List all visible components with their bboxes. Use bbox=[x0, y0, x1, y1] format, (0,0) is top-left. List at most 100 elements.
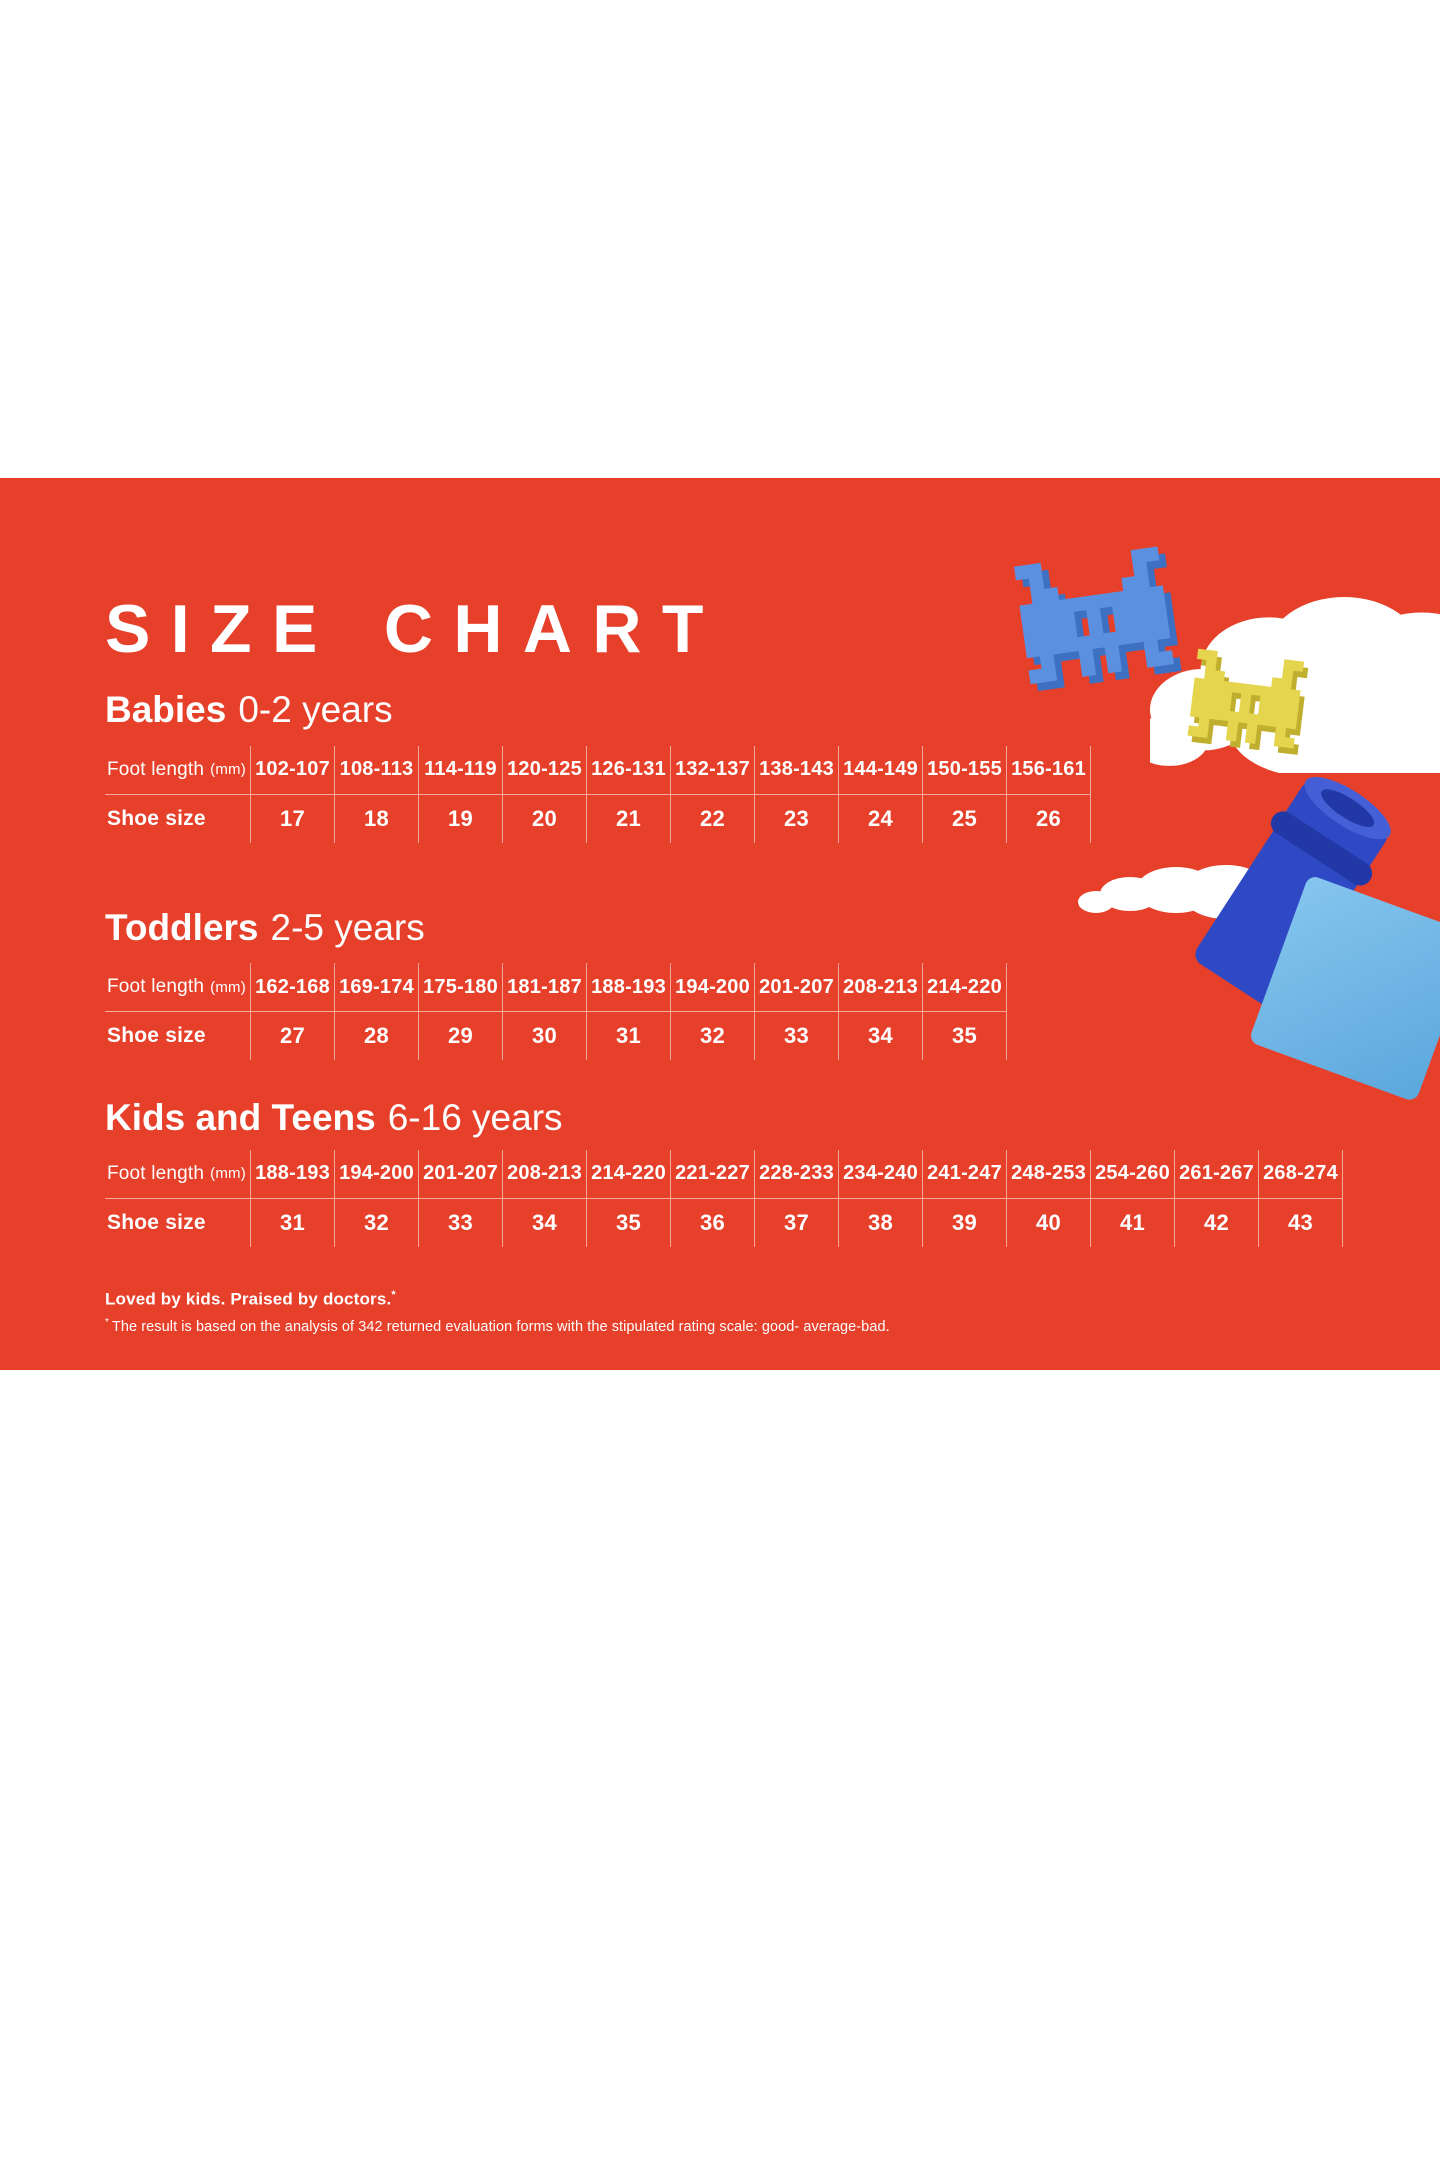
shoe-size-cell: 42 bbox=[1175, 1198, 1259, 1247]
foot-length-cell: 120-125 bbox=[503, 745, 587, 795]
section-kids-teens: Kids and Teens 6-16 years Foot length (mm)… bbox=[105, 1097, 1440, 1247]
size-table-toddlers: Foot length (mm) 162-168 169-174 175-180 181-… bbox=[105, 963, 1440, 1061]
section-age: 6-16 years bbox=[387, 1097, 563, 1139]
foot-length-cell: 214-220 bbox=[923, 963, 1007, 1013]
foot-length-cell: 175-180 bbox=[419, 963, 503, 1013]
footer-claim: Loved by kids. Praised by doctors.* bbox=[105, 1289, 1440, 1310]
shoe-size-cell: 30 bbox=[503, 1012, 587, 1061]
shoe-size-cell: 27 bbox=[251, 1012, 335, 1061]
shoe-size-cell: 20 bbox=[503, 794, 587, 843]
shoe-size-cell: 23 bbox=[755, 794, 839, 843]
shoe-size-cell: 33 bbox=[419, 1198, 503, 1247]
shoe-size-cell: 32 bbox=[671, 1012, 755, 1061]
section-name: Toddlers bbox=[105, 906, 259, 948]
foot-length-cell: 108-113 bbox=[335, 745, 419, 795]
shoe-size-cell: 29 bbox=[419, 1012, 503, 1061]
shoe-size-cell: 41 bbox=[1091, 1198, 1175, 1247]
shoe-size-cell: 34 bbox=[503, 1198, 587, 1247]
foot-length-cell: 194-200 bbox=[671, 963, 755, 1013]
shoe-size-cell: 37 bbox=[755, 1198, 839, 1247]
shoe-size-cell: 36 bbox=[671, 1198, 755, 1247]
shoe-size-cell: 33 bbox=[755, 1012, 839, 1061]
foot-length-label: Foot length (mm) bbox=[105, 1149, 251, 1199]
foot-length-cell: 214-220 bbox=[587, 1149, 671, 1199]
foot-length-cell: 254-260 bbox=[1091, 1149, 1175, 1199]
foot-length-cell: 144-149 bbox=[839, 745, 923, 795]
foot-length-cell: 261-267 bbox=[1175, 1149, 1259, 1199]
section-age: 0-2 years bbox=[238, 689, 393, 730]
foot-length-cell: 234-240 bbox=[839, 1149, 923, 1199]
foot-length-cell: 201-207 bbox=[419, 1149, 503, 1199]
footnote-marker: * bbox=[105, 1317, 109, 1329]
shoe-size-label: Shoe size bbox=[105, 1012, 251, 1061]
shoe-size-cell: 18 bbox=[335, 794, 419, 843]
foot-length-cell: 138-143 bbox=[755, 745, 839, 795]
shoe-size-cell: 26 bbox=[1007, 794, 1091, 843]
shoe-size-label: Shoe size bbox=[105, 794, 251, 843]
foot-length-cell: 114-119 bbox=[419, 745, 503, 795]
foot-length-cell: 102-107 bbox=[251, 745, 335, 795]
size-chart-banner: SIZE CHART Babies 0-2 years Foot length (m… bbox=[0, 478, 1440, 1370]
rocket-cube bbox=[1251, 877, 1440, 1100]
foot-length-cell: 201-207 bbox=[755, 963, 839, 1013]
shoe-size-cell: 17 bbox=[251, 794, 335, 843]
foot-length-label: Foot length (mm) bbox=[105, 745, 251, 795]
foot-length-cell: 132-137 bbox=[671, 745, 755, 795]
footnote: * The result is based on the analysis of … bbox=[105, 1317, 1440, 1335]
shoe-size-cell: 39 bbox=[923, 1198, 1007, 1247]
shoe-size-cell: 19 bbox=[419, 794, 503, 843]
shoe-size-cell: 35 bbox=[587, 1198, 671, 1247]
shoe-size-cell: 31 bbox=[251, 1198, 335, 1247]
foot-length-cell: 188-193 bbox=[587, 963, 671, 1013]
section-age: 2-5 years bbox=[270, 906, 425, 948]
footnote-text: The result is based on the analysis of 3… bbox=[111, 1319, 890, 1336]
foot-length-cell: 150-155 bbox=[923, 745, 1007, 795]
foot-length-unit: (mm) bbox=[210, 1165, 246, 1183]
foot-length-cell: 208-213 bbox=[839, 963, 923, 1013]
foot-length-cell: 169-174 bbox=[335, 963, 419, 1013]
foot-length-unit: (mm) bbox=[210, 978, 246, 996]
section-heading: Toddlers 2-5 years bbox=[105, 907, 1440, 950]
section-name: Babies bbox=[105, 689, 227, 730]
foot-length-cell: 126-131 bbox=[587, 745, 671, 795]
foot-length-cell: 248-253 bbox=[1007, 1149, 1091, 1199]
foot-length-cell: 156-161 bbox=[1007, 745, 1091, 795]
shoe-size-label: Shoe size bbox=[105, 1198, 251, 1247]
footer-claim-text: Loved by kids. Praised by doctors. bbox=[105, 1289, 392, 1309]
shoe-size-cell: 31 bbox=[587, 1012, 671, 1061]
rocket-cylinder bbox=[1195, 777, 1391, 1008]
shoe-size-cell: 24 bbox=[839, 794, 923, 843]
foot-length-cell: 241-247 bbox=[923, 1149, 1007, 1199]
section-heading: Babies 0-2 years bbox=[105, 689, 1440, 732]
size-table-kids-teens: Foot length (mm) 188-193 194-200 201-207 208-… bbox=[105, 1149, 1440, 1247]
foot-length-label: Foot length (mm) bbox=[105, 963, 251, 1013]
foot-length-cell: 268-274 bbox=[1259, 1149, 1343, 1199]
section-toddlers: Toddlers 2-5 years Foot length (mm) 162-168… bbox=[105, 907, 1440, 1061]
section-name: Kids and Teens bbox=[105, 1097, 376, 1139]
section-babies: Babies 0-2 years Foot length (mm) 102-107 10… bbox=[105, 689, 1440, 843]
page-title: SIZE CHART bbox=[105, 591, 724, 667]
shoe-size-cell: 40 bbox=[1007, 1198, 1091, 1247]
shoe-size-cell: 34 bbox=[839, 1012, 923, 1061]
section-heading: Kids and Teens 6-16 years bbox=[105, 1097, 1440, 1140]
foot-length-cell: 221-227 bbox=[671, 1149, 755, 1199]
shoe-size-cell: 25 bbox=[923, 794, 1007, 843]
foot-length-cell: 194-200 bbox=[335, 1149, 419, 1199]
foot-length-cell: 181-187 bbox=[503, 963, 587, 1013]
shoe-size-cell: 21 bbox=[587, 794, 671, 843]
footnote-marker: * bbox=[391, 1288, 396, 1301]
foot-length-unit: (mm) bbox=[210, 761, 246, 779]
foot-length-cell: 162-168 bbox=[251, 963, 335, 1013]
banner-content: SIZE CHART Babies 0-2 years Foot length (m… bbox=[0, 478, 1440, 1335]
pixel-brick-toy-yellow-icon bbox=[1187, 648, 1309, 755]
foot-length-cell: 208-213 bbox=[503, 1149, 587, 1199]
rocket-brick-toy-icon bbox=[1195, 777, 1440, 1100]
shoe-size-cell: 35 bbox=[923, 1012, 1007, 1061]
shoe-size-cell: 38 bbox=[839, 1198, 923, 1247]
shoe-size-cell: 28 bbox=[335, 1012, 419, 1061]
shoe-size-cell: 32 bbox=[335, 1198, 419, 1247]
size-table-babies: Foot length (mm) 102-107 108-113 114-119 120-… bbox=[105, 745, 1440, 843]
foot-length-cell: 228-233 bbox=[755, 1149, 839, 1199]
pixel-brick-toy-blue-icon bbox=[1013, 546, 1182, 692]
foot-length-cell: 188-193 bbox=[251, 1149, 335, 1199]
